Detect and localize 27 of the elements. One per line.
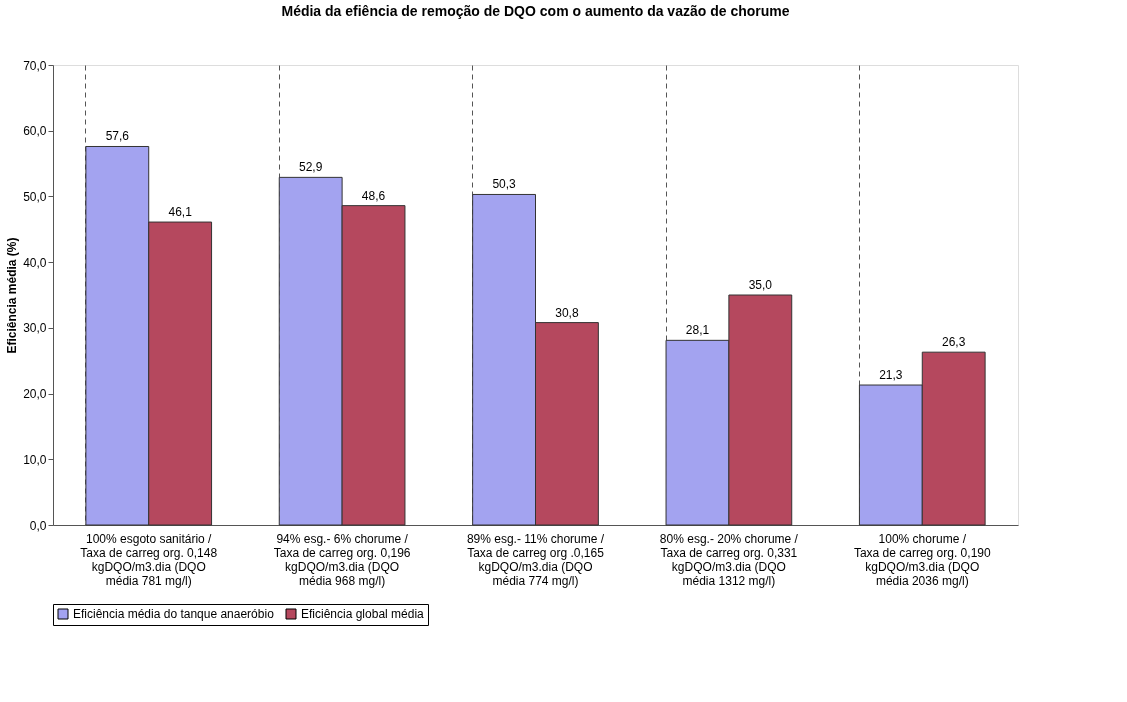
x-tick-label: 94% esg.- 6% chorume / Taxa de carreg org. 0,196 kgDQO/m3.dia (DQO média 968 mg/l) bbox=[273, 531, 411, 588]
data-label: 35,0 bbox=[748, 278, 773, 292]
y-tick-label: 40,0 bbox=[23, 255, 47, 270]
y-tick-label: 20,0 bbox=[23, 387, 47, 402]
data-label: 46,1 bbox=[168, 205, 193, 220]
legend-label: Eficiência média do tanque anaeróbio bbox=[73, 607, 275, 621]
data-label: 21,3 bbox=[879, 368, 903, 383]
y-tick-label: 60,0 bbox=[23, 124, 47, 139]
y-tick-label: 0,0 bbox=[29, 518, 47, 533]
y-tick-label: 70,0 bbox=[23, 58, 47, 73]
data-label: 28,1 bbox=[685, 323, 710, 338]
data-label: 52,9 bbox=[299, 160, 323, 175]
data-label: 48,6 bbox=[361, 188, 386, 203]
y-tick-label: 10,0 bbox=[23, 452, 47, 467]
data-label: 26,3 bbox=[942, 335, 966, 350]
x-tick-label: 100% esgoto sanitário / Taxa de carreg org. 0,148 kgDQO/m3.dia (DQO média 781 mg/l) bbox=[80, 531, 218, 588]
data-label: 57,6 bbox=[105, 129, 130, 144]
y-tick-label: 30,0 bbox=[23, 321, 47, 336]
legend-label: Eficiência global média bbox=[301, 607, 425, 621]
x-tick-label: 80% esg.- 20% chorume / Taxa de carreg org. 0,331 kgDQO/m3.dia (DQO média 1312 mg/l) bbox=[659, 531, 799, 588]
y-axis-title: Eficiência média (%) bbox=[5, 237, 20, 354]
data-label: 30,8 bbox=[555, 305, 579, 320]
y-tick-label: 50,0 bbox=[23, 189, 47, 204]
data-label: 50,3 bbox=[492, 177, 517, 192]
x-tick-label: 89% esg.- 11% chorume / Taxa de carreg org .0,165 kgDQO/m3.dia (DQO média 774 mg/l) bbox=[466, 531, 605, 588]
x-tick-label: 100% chorume / Taxa de carreg org. 0,190 kgDQO/m3.dia (DQO média 2036 mg/l) bbox=[853, 531, 991, 588]
chart-title: Média da efiência de remoção de DQO com o aumento da vazão de chorume bbox=[281, 3, 790, 19]
